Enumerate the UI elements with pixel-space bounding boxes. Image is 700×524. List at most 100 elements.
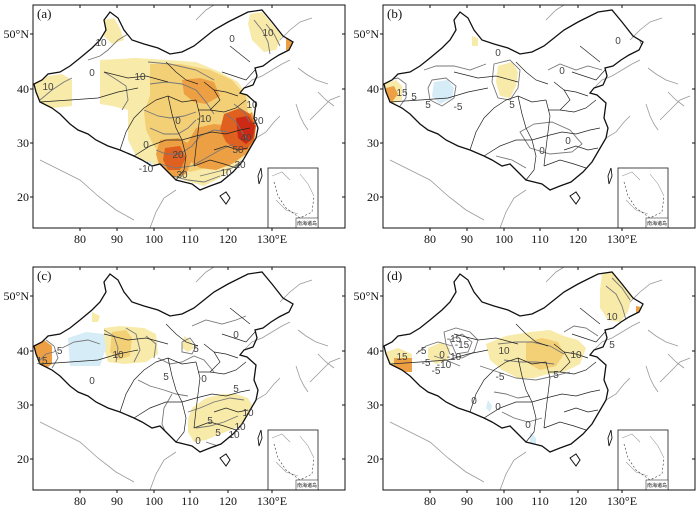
contour-label: 10	[606, 312, 618, 323]
anomaly-patch	[236, 116, 255, 144]
contour-line	[191, 315, 247, 327]
contour-label: 0	[195, 436, 201, 447]
province-boundary	[548, 81, 571, 111]
map-frame	[382, 266, 696, 491]
province-boundary	[165, 61, 199, 85]
province-boundary	[175, 401, 187, 443]
province-boundary	[221, 69, 256, 81]
province-boundary	[505, 357, 547, 365]
x-tick-label: 80	[424, 494, 436, 508]
province-boundary	[133, 135, 197, 157]
contour-line	[423, 63, 487, 71]
china-border	[383, 9, 644, 191]
y-tick-label: 40	[17, 344, 29, 358]
contour-line	[225, 113, 249, 141]
coastline	[195, 266, 215, 283]
y-tick-label: 20	[367, 452, 379, 466]
province-boundary	[453, 71, 519, 83]
y-tick-label: 50°N	[4, 27, 30, 41]
province-boundary	[469, 361, 507, 413]
inset-coast	[621, 171, 665, 215]
contour-label: -15	[455, 340, 470, 351]
province-boundary	[515, 61, 549, 85]
province-boundary	[193, 361, 201, 429]
coastline	[255, 115, 281, 139]
contour-label: 0	[89, 376, 95, 387]
x-tick-label: 110	[531, 232, 549, 246]
inset-label: 南海诸岛	[297, 220, 317, 227]
contour-label: -10	[437, 360, 452, 371]
x-tick-label: 130°E	[257, 232, 287, 246]
province-boundary	[579, 45, 601, 63]
y-tick-label: 40	[367, 82, 379, 96]
panel-label: (a)	[37, 6, 51, 21]
province-layer	[39, 307, 256, 443]
south-china-sea-inset: 南海诸岛	[617, 167, 669, 229]
contour-label: 10	[95, 38, 107, 49]
inset-boundary	[623, 181, 665, 219]
x-tick-label: 120	[219, 232, 237, 246]
y-tick-label: 30	[17, 136, 29, 150]
contour-label: 5	[509, 100, 515, 111]
contour-label: 0	[615, 36, 621, 47]
x-tick-label: 100	[495, 494, 513, 508]
coastline	[593, 59, 641, 89]
hainan-island	[569, 453, 581, 467]
contour-line	[137, 379, 189, 397]
contour-label: 5	[425, 100, 431, 111]
contour-label: 15	[396, 88, 408, 99]
contour-label: 10	[570, 350, 582, 361]
anomaly-patch	[192, 458, 198, 468]
contour-label: 0	[229, 34, 235, 45]
inset-boundary	[623, 443, 665, 481]
y-tick-label: 40	[367, 344, 379, 358]
x-tick-label: 110	[181, 232, 199, 246]
province-boundary	[198, 343, 221, 373]
map-b: 0 5 0 5 -5 5 0 0 0 15 南海诸岛 80 90 100 110 120 130°E 20 30 40…	[354, 4, 696, 246]
y-tick-label: 50°N	[354, 289, 380, 303]
x-tick-label: 80	[74, 494, 86, 508]
province-boundary	[167, 357, 183, 403]
province-boundary	[209, 99, 247, 113]
coastline-layer	[389, 266, 691, 491]
inset-label: 南海诸岛	[647, 482, 667, 489]
anomaly-patch	[496, 62, 518, 98]
coastline	[309, 95, 341, 121]
province-boundary	[545, 389, 601, 399]
contour-line	[103, 71, 129, 111]
coastline	[389, 159, 485, 221]
contour-line	[501, 411, 543, 423]
coastline	[645, 365, 659, 393]
province-boundary	[39, 87, 139, 103]
coastline	[317, 91, 335, 107]
province-boundary	[389, 349, 489, 365]
coastline	[39, 159, 135, 221]
contour-line	[181, 337, 197, 355]
contour-line	[159, 143, 235, 169]
contour-label: -5	[54, 346, 63, 357]
province-boundary	[193, 159, 237, 169]
province-boundary	[213, 351, 239, 359]
anomaly-patch	[163, 146, 186, 170]
contour-label: 20	[234, 160, 246, 171]
y-tick-label: 20	[17, 190, 29, 204]
contour-label: 5	[163, 372, 169, 383]
contour-label: -5	[454, 102, 463, 113]
coastline	[605, 377, 631, 401]
contour-line	[199, 157, 247, 177]
panel-label: (d)	[387, 268, 402, 283]
coastline	[647, 329, 679, 347]
contour-label: 10	[220, 168, 232, 179]
x-tick-label: 90	[111, 232, 123, 246]
province-boundary	[543, 421, 587, 431]
province-boundary	[213, 89, 239, 97]
coastline	[645, 103, 659, 131]
x-tick-label: 100	[145, 494, 163, 508]
province-boundary	[165, 323, 199, 347]
contour-line	[155, 129, 229, 155]
contour-line	[157, 355, 215, 373]
contour-label: 0	[143, 140, 149, 151]
panel-d: 0 -5 -10 -15 -5 -15 -10 -5 0 10 10 5 0 -5 0 10 5 15 南海诸岛 80…	[350, 262, 700, 524]
coastline	[647, 67, 679, 85]
